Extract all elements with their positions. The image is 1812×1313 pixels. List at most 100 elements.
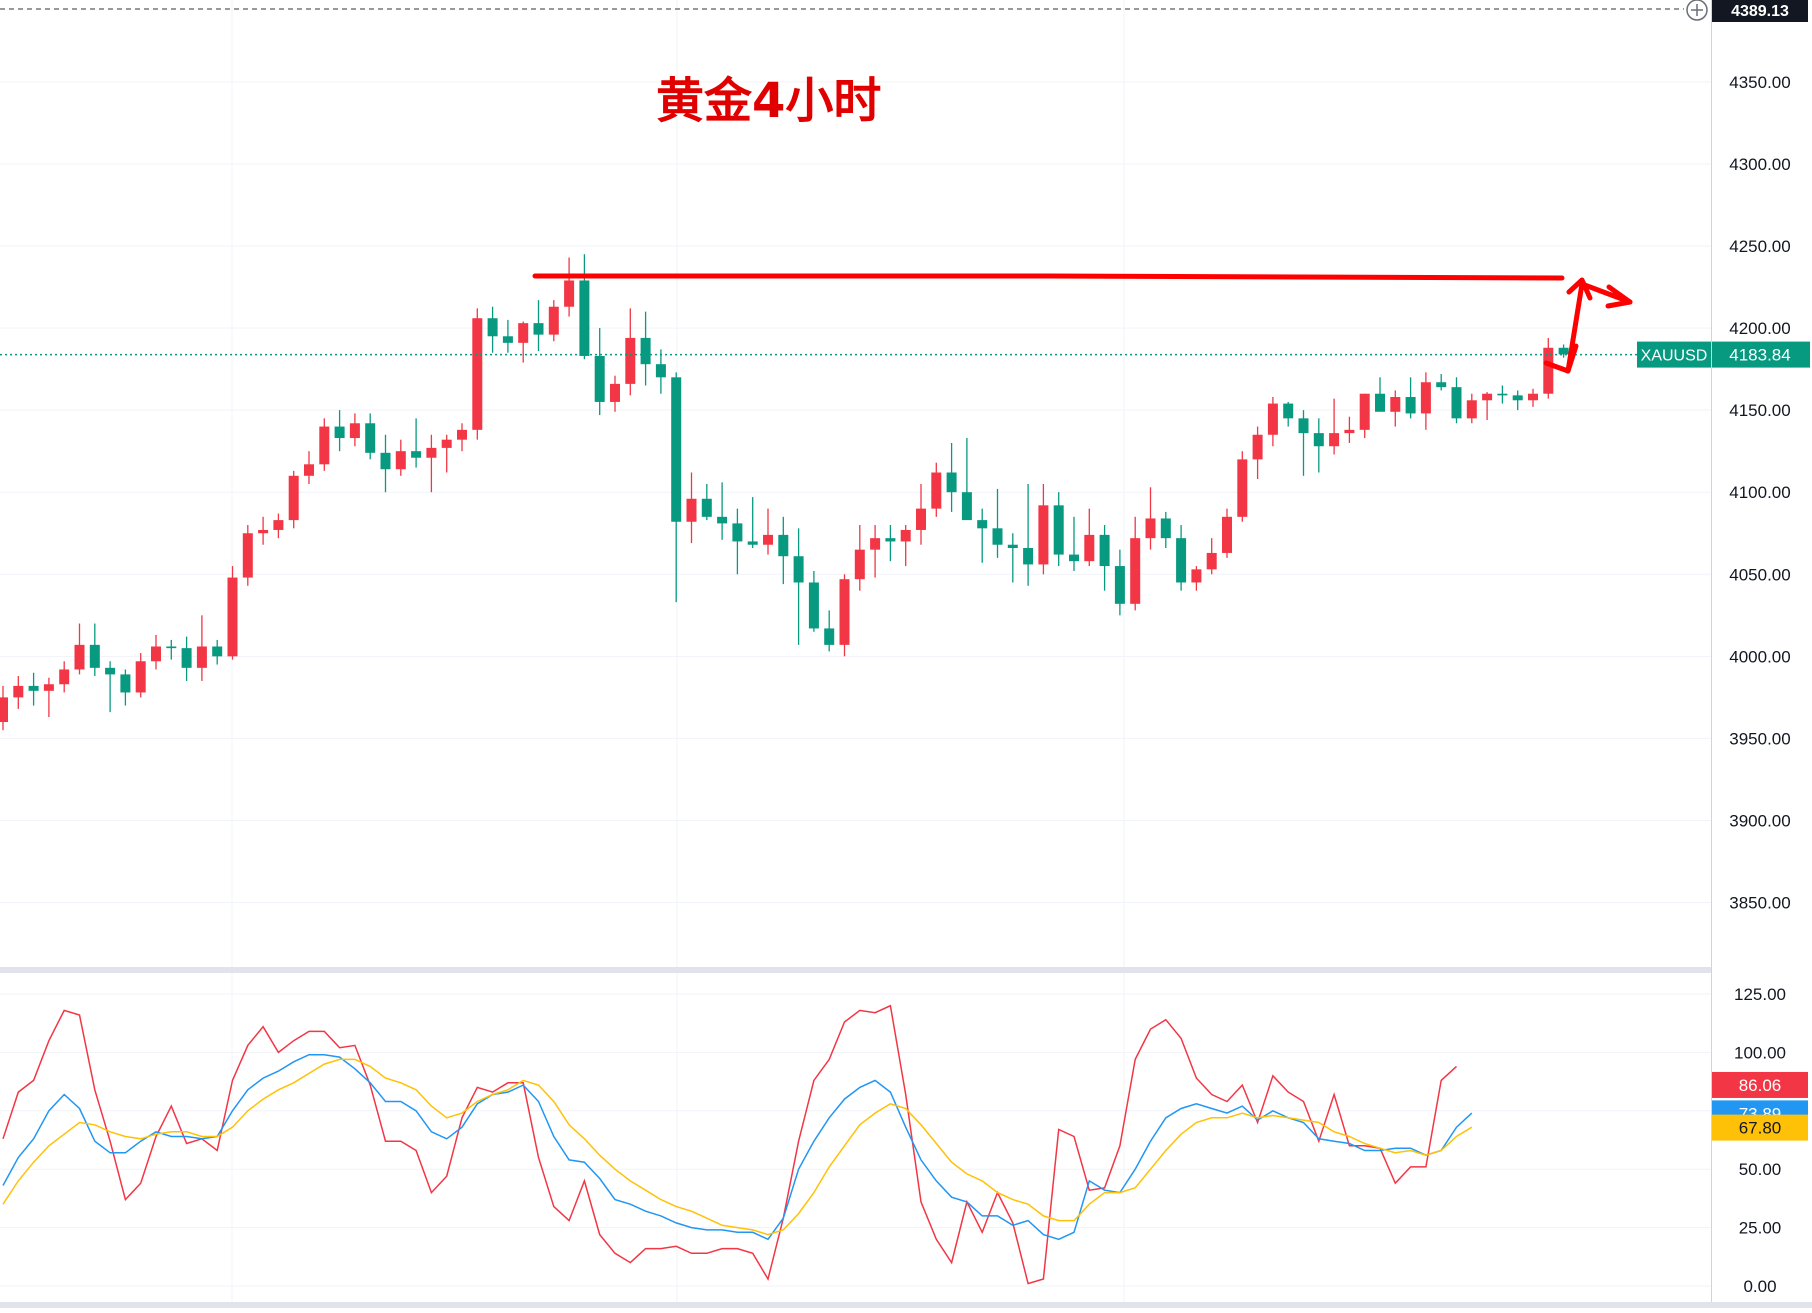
candle bbox=[1313, 418, 1324, 473]
oscillator-value-badge-2: 67.80 bbox=[1712, 1114, 1808, 1141]
resistance-line-annotation[interactable] bbox=[532, 273, 1565, 281]
candle bbox=[1359, 393, 1370, 439]
candle bbox=[151, 635, 161, 670]
candle bbox=[1283, 401, 1294, 427]
candle bbox=[1191, 566, 1202, 591]
candle bbox=[1114, 549, 1125, 616]
candle bbox=[732, 508, 743, 575]
candle bbox=[1237, 451, 1248, 522]
candle bbox=[1420, 372, 1431, 430]
oscillator-tick-label: 50.00 bbox=[1739, 1160, 1782, 1179]
candle bbox=[747, 497, 758, 549]
price-tick-label: 4050.00 bbox=[1729, 565, 1790, 584]
candle bbox=[594, 328, 605, 416]
candle bbox=[686, 472, 697, 544]
candle bbox=[380, 434, 391, 493]
candle bbox=[992, 488, 1003, 558]
candle bbox=[1252, 426, 1263, 480]
price-tick-label: 4100.00 bbox=[1729, 483, 1790, 502]
candle bbox=[717, 482, 728, 540]
candle bbox=[793, 528, 804, 645]
oscillator-value-text: 67.80 bbox=[1739, 1119, 1782, 1138]
candle bbox=[1558, 344, 1569, 358]
candle bbox=[212, 639, 223, 665]
candle bbox=[1007, 533, 1018, 583]
candle bbox=[288, 470, 299, 529]
candle bbox=[961, 438, 972, 521]
candle bbox=[1222, 508, 1232, 558]
oscillator-series bbox=[2, 1004, 1473, 1285]
candle bbox=[273, 513, 284, 539]
candle bbox=[43, 677, 54, 718]
candle bbox=[28, 672, 39, 706]
candle bbox=[472, 308, 483, 440]
candle bbox=[258, 516, 269, 545]
candle bbox=[1053, 492, 1064, 567]
oscillator-line-0 bbox=[2, 1004, 1458, 1285]
chart-title: 黄金4小时 bbox=[656, 73, 881, 129]
candle bbox=[1405, 377, 1416, 419]
candle bbox=[763, 508, 773, 555]
candle bbox=[395, 439, 406, 476]
candle bbox=[885, 525, 896, 562]
candle bbox=[839, 574, 850, 657]
candle bbox=[502, 319, 513, 353]
oscillator-value-text: 86.06 bbox=[1739, 1076, 1782, 1095]
oscillator-tick-label: 25.00 bbox=[1739, 1219, 1782, 1238]
grid-lines bbox=[0, 0, 1711, 1302]
price-tick-label: 3900.00 bbox=[1729, 811, 1790, 830]
candle bbox=[120, 669, 131, 706]
candle bbox=[426, 434, 437, 493]
candle bbox=[916, 484, 926, 545]
candle bbox=[74, 623, 85, 675]
candle bbox=[518, 321, 529, 363]
candle bbox=[242, 525, 253, 586]
candle bbox=[824, 610, 835, 652]
candle bbox=[319, 418, 330, 471]
candle bbox=[808, 570, 819, 632]
price-tick-label: 4150.00 bbox=[1729, 401, 1790, 420]
last-price-badge[interactable]: XAUUSD 4183.84 bbox=[1637, 341, 1810, 368]
candle bbox=[1375, 377, 1385, 412]
price-tick-label: 4000.00 bbox=[1729, 647, 1790, 666]
bottom-border bbox=[0, 1302, 1812, 1308]
pane-separator bbox=[0, 967, 1712, 973]
candle bbox=[1497, 385, 1508, 404]
candle bbox=[1436, 374, 1447, 391]
price-tick-label: 3850.00 bbox=[1729, 894, 1790, 913]
candle bbox=[900, 525, 911, 567]
price-axis[interactable]: 4350.00 4300.00 4250.00 4200.00 4150.00 4100.… bbox=[1729, 73, 1790, 913]
price-tick-label: 4250.00 bbox=[1729, 237, 1790, 256]
candle bbox=[227, 566, 238, 660]
candle bbox=[411, 418, 422, 468]
candle bbox=[640, 311, 651, 386]
candle bbox=[1466, 393, 1477, 424]
arrow-annotation[interactable] bbox=[1543, 277, 1633, 374]
candle bbox=[166, 639, 177, 660]
candle bbox=[931, 462, 942, 517]
oscillator-tick-label: 125.00 bbox=[1734, 985, 1786, 1004]
price-tick-label: 3950.00 bbox=[1729, 729, 1790, 748]
crosshair-add-icon[interactable] bbox=[1686, 0, 1708, 21]
candle bbox=[548, 300, 559, 342]
candle bbox=[854, 525, 865, 591]
candle bbox=[870, 525, 881, 578]
candle bbox=[564, 257, 575, 317]
candle bbox=[1512, 390, 1523, 411]
candle bbox=[1176, 525, 1187, 591]
candle bbox=[89, 623, 100, 677]
candlestick-series bbox=[0, 254, 1569, 731]
candle bbox=[181, 636, 192, 681]
candle bbox=[365, 413, 376, 460]
candle bbox=[1084, 508, 1095, 567]
crosshair-price-badge: 4389.13 bbox=[1712, 0, 1808, 22]
candle bbox=[778, 516, 789, 585]
candle bbox=[457, 423, 467, 452]
candle bbox=[135, 653, 146, 698]
candle bbox=[1344, 416, 1355, 443]
candle bbox=[1038, 484, 1049, 575]
candle bbox=[1130, 516, 1141, 611]
